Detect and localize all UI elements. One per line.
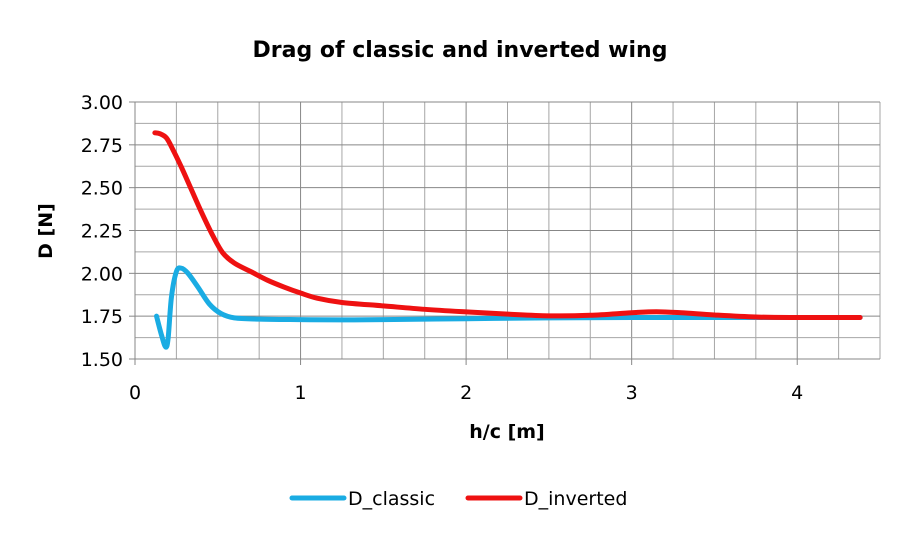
- x-tick-label: 3: [626, 382, 638, 404]
- x-axis-label: h/c [m]: [469, 421, 545, 443]
- y-tick-label: 2.25: [81, 221, 123, 243]
- y-tick-label: 3.00: [81, 92, 123, 114]
- legend: D_classic D_inverted: [289, 488, 627, 510]
- y-tick-label: 2.00: [81, 263, 123, 285]
- x-axis-ticks: 0 1 2 3 4: [129, 359, 803, 404]
- x-tick-label: 1: [295, 382, 307, 404]
- y-tick-label: 1.50: [81, 349, 123, 371]
- y-tick-label: 2.50: [81, 178, 123, 200]
- series-line-d-classic: [154, 265, 863, 350]
- data-series: [152, 130, 863, 350]
- x-tick-label: 0: [129, 382, 141, 404]
- chart-title: Drag of classic and inverted wing: [253, 38, 668, 63]
- legend-label: D_inverted: [524, 488, 627, 510]
- y-tick-label: 2.75: [81, 135, 123, 157]
- legend-label: D_classic: [348, 488, 435, 510]
- x-tick-label: 2: [460, 382, 472, 404]
- y-axis-ticks: 1.50 1.75 2.00 2.25 2.50 2.75 3.00: [81, 92, 135, 371]
- x-tick-label: 4: [791, 382, 803, 404]
- legend-item-d-classic: D_classic: [289, 488, 435, 510]
- series-line-d-inverted: [152, 130, 863, 321]
- y-tick-label: 1.75: [81, 306, 123, 328]
- legend-item-d-inverted: D_inverted: [465, 488, 627, 510]
- y-axis-label: D [N]: [35, 203, 57, 259]
